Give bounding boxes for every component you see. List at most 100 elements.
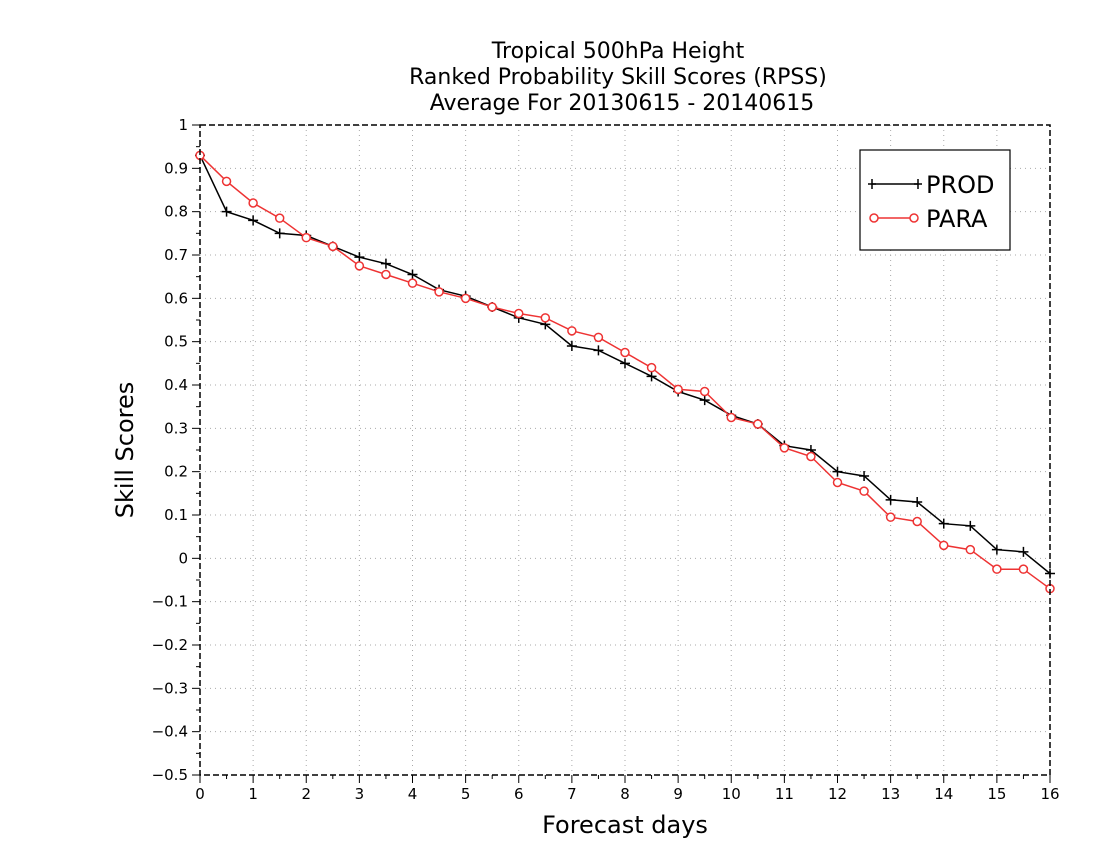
series-para-point: [301, 232, 311, 243]
series-prod-point: [912, 497, 923, 507]
series-prod-point: [354, 252, 365, 263]
x-tick-label: 16: [1040, 785, 1059, 803]
x-tick-label: 0: [195, 785, 205, 803]
x-tick-label: 11: [775, 785, 794, 803]
series-prod-point: [646, 371, 657, 382]
series-prod-point: [248, 215, 259, 226]
series-prod-point: [1018, 546, 1029, 557]
y-tick-label: 0.4: [164, 376, 188, 394]
series-prod-point: [859, 471, 870, 481]
x-tick-label: 4: [408, 785, 418, 803]
series-prod-point: [991, 544, 1002, 555]
series-para-point: [487, 302, 497, 312]
x-tick-label: 5: [461, 785, 471, 803]
chart-title-line-3: Average For 20130615 - 20140615: [430, 91, 815, 116]
legend-para-marker-right: [909, 213, 919, 223]
series-para-point: [514, 308, 524, 319]
series-para-point: [832, 477, 843, 488]
x-tick-label: 7: [567, 785, 577, 803]
x-tick-label: 8: [620, 785, 630, 803]
y-tick-label: −0.2: [152, 636, 188, 654]
x-tick-label: 15: [987, 785, 1006, 803]
x-tick-label: 13: [881, 785, 900, 803]
x-axis-label: Forecast days: [542, 811, 708, 839]
y-axis-label: Skill Scores: [111, 382, 139, 519]
y-tick-label: 0.5: [164, 333, 188, 351]
y-tick-label: −0.3: [152, 679, 188, 697]
series-prod-point: [593, 345, 604, 356]
legend-para-marker-left: [869, 213, 879, 223]
grid-lines: [200, 125, 1050, 775]
y-tick-label: 1: [178, 116, 188, 134]
series-para-point: [407, 278, 418, 288]
series-prod-point: [965, 520, 976, 531]
series-para-point: [646, 362, 657, 373]
series-para-point: [328, 241, 338, 252]
series-para-point: [912, 516, 922, 527]
series-para-point: [779, 443, 790, 453]
axis-ticks: 0 1 2 3 4 5 6 7 8 9 10 11 12 13 14 15 16−0.5−0.4−0.3−0.2…: [152, 116, 1060, 803]
series-para-point: [859, 486, 869, 496]
series-para-point: [221, 176, 232, 187]
y-tick-label: −0.5: [152, 766, 188, 784]
series-prod-point: [699, 395, 710, 406]
legend-para-label: PARA: [926, 205, 988, 233]
series-para-point: [1018, 564, 1029, 574]
series-para-point: [885, 512, 896, 522]
chart-title-line-1: Tropical 500hPa Height: [491, 39, 745, 64]
y-tick-label: 0.6: [164, 289, 188, 307]
series-para-point: [965, 544, 976, 555]
series-prod-point: [620, 358, 630, 369]
series-para-point: [248, 198, 258, 208]
series-prod-point: [832, 466, 843, 477]
series-prod-point: [221, 206, 232, 217]
x-tick-label: 1: [248, 785, 258, 803]
y-tick-label: −0.1: [152, 593, 188, 611]
legend-prod-label: PROD: [926, 171, 995, 199]
series-para-point: [699, 386, 710, 397]
series-prod-point: [885, 494, 896, 505]
series-para-point: [434, 287, 444, 297]
chart-title-line-2: Ranked Probability Skill Scores (RPSS): [409, 65, 827, 90]
x-tick-label: 3: [355, 785, 365, 803]
y-tick-label: 0: [178, 549, 188, 567]
series-para-point: [274, 213, 285, 223]
series-prod-point: [938, 518, 949, 529]
y-tick-label: 0.3: [164, 419, 188, 437]
x-tick-label: 9: [673, 785, 683, 803]
data-series: [195, 150, 1055, 594]
y-tick-label: 0.7: [164, 246, 188, 264]
series-para-point: [460, 293, 471, 304]
x-tick-label: 12: [828, 785, 847, 803]
series-para-point: [726, 412, 736, 423]
x-tick-label: 6: [514, 785, 524, 803]
x-tick-label: 10: [722, 785, 741, 803]
y-tick-label: 0.8: [164, 203, 188, 221]
series-para-point: [806, 451, 816, 462]
y-tick-label: −0.4: [152, 723, 188, 741]
series-prod-point: [407, 269, 418, 280]
y-tick-label: 0.1: [164, 506, 188, 524]
series-para-point: [567, 326, 577, 336]
series-para-point: [753, 419, 763, 429]
legend: PROD PARA: [859, 149, 1011, 251]
legend-prod-marker: [868, 179, 922, 189]
legend-box: [859, 149, 1011, 251]
series-para-point: [939, 540, 949, 551]
series-prod-point: [566, 341, 577, 351]
series-para-point: [620, 347, 630, 358]
series-para-point: [593, 332, 604, 343]
series-para-point: [354, 261, 365, 271]
series-para-point: [992, 564, 1002, 574]
series-prod-point: [274, 228, 285, 239]
series-para-point: [381, 269, 391, 280]
x-tick-label: 14: [934, 785, 953, 803]
plot-frame: [199, 124, 1051, 776]
y-tick-label: 0.2: [164, 463, 188, 481]
series-para-point: [540, 313, 551, 323]
series-para-point: [673, 384, 683, 395]
y-tick-label: 0.9: [164, 159, 188, 177]
series-prod-point: [380, 258, 391, 269]
x-tick-label: 2: [301, 785, 311, 803]
